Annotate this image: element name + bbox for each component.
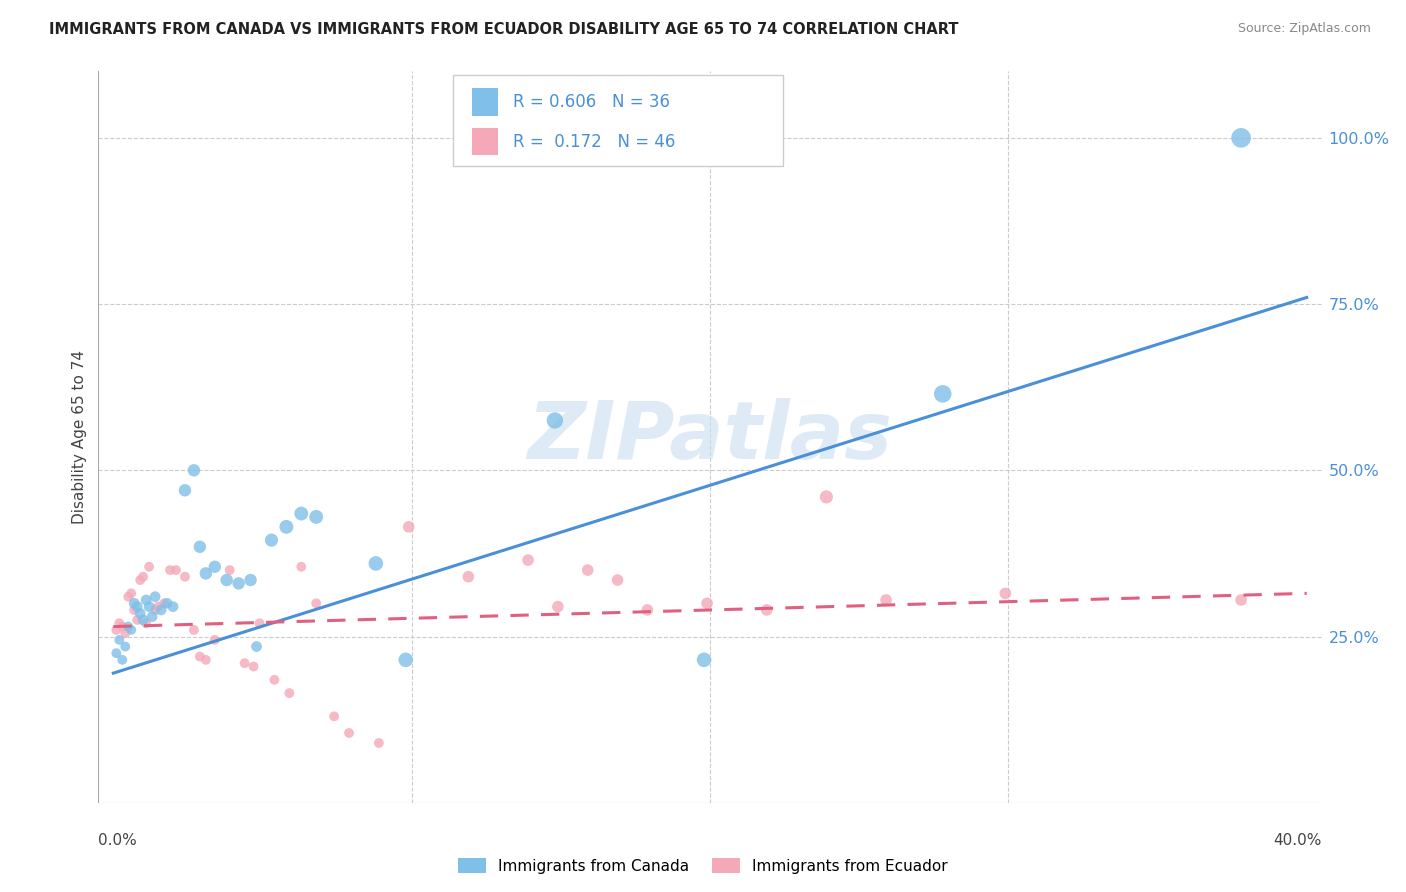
Point bbox=[290, 559, 312, 574]
Point bbox=[111, 653, 134, 667]
Point bbox=[693, 653, 716, 667]
Point bbox=[159, 563, 181, 577]
Point bbox=[233, 656, 256, 670]
Point bbox=[129, 573, 152, 587]
Point bbox=[1230, 593, 1253, 607]
Point bbox=[105, 623, 128, 637]
FancyBboxPatch shape bbox=[453, 75, 783, 167]
Point bbox=[143, 590, 166, 604]
Point bbox=[260, 533, 283, 548]
Point bbox=[156, 596, 179, 610]
Point bbox=[188, 540, 211, 554]
Y-axis label: Disability Age 65 to 74: Disability Age 65 to 74 bbox=[72, 350, 87, 524]
Point bbox=[120, 623, 142, 637]
Text: R =  0.172   N = 46: R = 0.172 N = 46 bbox=[513, 133, 675, 151]
Point bbox=[398, 520, 420, 534]
Point bbox=[138, 599, 160, 614]
Point bbox=[122, 596, 145, 610]
Point bbox=[994, 586, 1017, 600]
Point bbox=[135, 616, 157, 631]
Point bbox=[129, 607, 152, 621]
Point bbox=[183, 463, 205, 477]
Point bbox=[114, 640, 136, 654]
Point bbox=[218, 563, 240, 577]
Point bbox=[245, 640, 267, 654]
Point bbox=[815, 490, 838, 504]
Point bbox=[755, 603, 778, 617]
Point bbox=[544, 413, 567, 427]
Point bbox=[395, 653, 418, 667]
Point bbox=[696, 596, 718, 610]
Point bbox=[204, 632, 226, 647]
Point bbox=[127, 613, 149, 627]
Point bbox=[127, 599, 149, 614]
Point bbox=[174, 570, 197, 584]
Point bbox=[132, 570, 155, 584]
Point bbox=[114, 626, 136, 640]
Point bbox=[194, 653, 217, 667]
Point bbox=[132, 613, 155, 627]
Point bbox=[204, 559, 226, 574]
Point bbox=[364, 557, 387, 571]
Point bbox=[517, 553, 540, 567]
Point bbox=[249, 616, 271, 631]
Point bbox=[1230, 131, 1253, 145]
Point bbox=[188, 649, 211, 664]
Text: R = 0.606   N = 36: R = 0.606 N = 36 bbox=[513, 93, 671, 112]
Point bbox=[120, 586, 142, 600]
Point bbox=[278, 686, 301, 700]
Point bbox=[194, 566, 217, 581]
Point bbox=[122, 603, 145, 617]
Point bbox=[239, 573, 262, 587]
Point bbox=[606, 573, 628, 587]
Point bbox=[150, 603, 173, 617]
Point bbox=[174, 483, 197, 498]
Bar bbox=[471, 88, 498, 116]
Point bbox=[263, 673, 285, 687]
Point bbox=[932, 387, 955, 401]
Point bbox=[108, 616, 131, 631]
Point bbox=[146, 599, 169, 614]
Point bbox=[305, 509, 328, 524]
Point bbox=[367, 736, 389, 750]
Point bbox=[108, 632, 131, 647]
Text: IMMIGRANTS FROM CANADA VS IMMIGRANTS FROM ECUADOR DISABILITY AGE 65 TO 74 CORREL: IMMIGRANTS FROM CANADA VS IMMIGRANTS FRO… bbox=[49, 22, 959, 37]
Point bbox=[215, 573, 238, 587]
Text: 40.0%: 40.0% bbox=[1274, 833, 1322, 847]
Point bbox=[875, 593, 897, 607]
Point bbox=[138, 559, 160, 574]
Point bbox=[636, 603, 658, 617]
Point bbox=[337, 726, 360, 740]
Point bbox=[305, 596, 328, 610]
Legend: Immigrants from Canada, Immigrants from Ecuador: Immigrants from Canada, Immigrants from … bbox=[453, 852, 953, 880]
Point bbox=[547, 599, 569, 614]
Point bbox=[153, 596, 176, 610]
Point bbox=[228, 576, 250, 591]
Point bbox=[457, 570, 479, 584]
Point bbox=[242, 659, 264, 673]
Point bbox=[290, 507, 312, 521]
Point bbox=[141, 609, 163, 624]
Point bbox=[143, 603, 166, 617]
Point bbox=[111, 619, 134, 633]
Point bbox=[165, 563, 187, 577]
Point bbox=[117, 619, 139, 633]
Text: 0.0%: 0.0% bbox=[98, 833, 138, 847]
Text: ZIPatlas: ZIPatlas bbox=[527, 398, 893, 476]
Point bbox=[162, 599, 184, 614]
Point bbox=[117, 590, 139, 604]
Point bbox=[323, 709, 346, 723]
Point bbox=[105, 646, 128, 660]
Point bbox=[576, 563, 599, 577]
Text: Source: ZipAtlas.com: Source: ZipAtlas.com bbox=[1237, 22, 1371, 36]
Point bbox=[183, 623, 205, 637]
Point bbox=[135, 593, 157, 607]
Bar bbox=[471, 128, 498, 155]
Point bbox=[276, 520, 298, 534]
